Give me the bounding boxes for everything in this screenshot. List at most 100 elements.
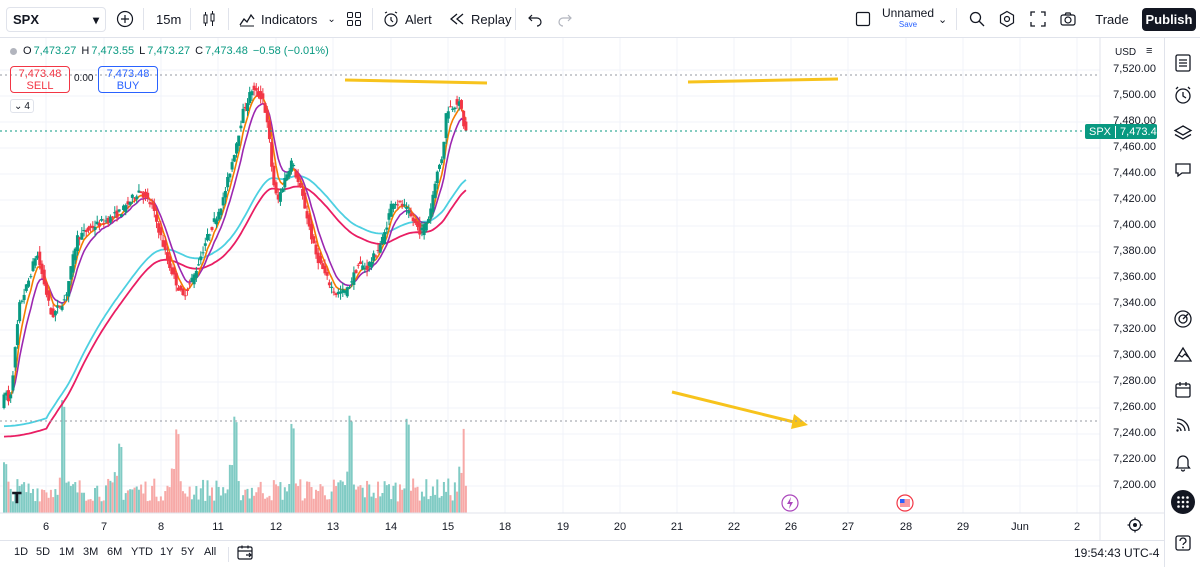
candle-body (181, 288, 185, 296)
settings-button[interactable] (998, 0, 1016, 38)
range-button-5d[interactable]: 5D (36, 546, 51, 558)
volume-bar (244, 489, 247, 513)
candle-body (270, 142, 274, 167)
range-button-ytd[interactable]: YTD (131, 546, 153, 558)
interval-button[interactable]: 15m (156, 0, 181, 38)
drawings[interactable] (344, 77, 839, 429)
timezone-clock[interactable]: 19:54:43 UTC-4 (1074, 546, 1160, 560)
layouts-button[interactable] (345, 0, 363, 38)
volume-bar (162, 500, 165, 513)
sell-button[interactable]: 7,473.48 SELL (10, 66, 70, 93)
snapshot-button[interactable] (1059, 0, 1077, 38)
currency-label[interactable]: USD (1115, 47, 1137, 58)
candle-body (248, 92, 252, 104)
ideas-button[interactable] (1172, 308, 1194, 330)
range-button-3m[interactable]: 3M (83, 546, 99, 558)
volume-bar (94, 488, 97, 513)
candle-body (281, 188, 285, 193)
redo-button[interactable] (556, 0, 574, 38)
volume-bar (179, 481, 182, 513)
add-symbol-button[interactable] (116, 0, 134, 38)
double-top-line-right[interactable] (687, 77, 839, 84)
volume-bar (129, 489, 132, 513)
price-axis-label: 7,500.00 (1113, 89, 1156, 101)
publish-button[interactable]: Publish (1142, 8, 1196, 31)
range-button-1d[interactable]: 1D (14, 546, 29, 558)
time-axis-label: 7 (100, 521, 108, 533)
candle-body (250, 91, 254, 96)
replay-button[interactable]: Replay (448, 0, 511, 38)
symbol-dropdown-icon[interactable]: ▾ (92, 13, 99, 27)
volume-bar (401, 489, 404, 513)
symbol-search[interactable]: SPX ▾ (6, 7, 106, 32)
currency-menu-icon[interactable]: ≡ (1146, 45, 1153, 57)
layout-checkbox[interactable] (854, 0, 872, 38)
price-chart[interactable] (0, 38, 1164, 540)
layout-dropdown[interactable]: ⌄ (938, 0, 947, 38)
time-axis-label: 8 (157, 521, 165, 533)
alert-button[interactable]: Alert (382, 0, 432, 38)
news-button[interactable] (1172, 414, 1194, 436)
undo-button[interactable] (526, 0, 544, 38)
watchlist-button[interactable] (1172, 52, 1194, 74)
candle-body (442, 141, 446, 159)
range-button-1y[interactable]: 1Y (160, 546, 174, 558)
volume-bar (414, 487, 417, 513)
indicators-icon (239, 13, 255, 27)
candle-body (18, 302, 22, 322)
trade-button[interactable]: Trade (1088, 8, 1136, 31)
double-top-line-left[interactable] (344, 78, 488, 85)
volume-bar (370, 496, 373, 513)
quick-search-button[interactable] (968, 0, 986, 38)
volume-bar (29, 493, 32, 513)
candle-body (80, 232, 84, 240)
range-button-6m[interactable]: 6M (107, 546, 123, 558)
volume-bar (168, 487, 171, 513)
moving-averages (3, 95, 467, 438)
volume-trend-arrow[interactable] (671, 390, 799, 425)
volume-bar (458, 466, 461, 513)
range-button-1m[interactable]: 1M (59, 546, 75, 558)
candle-body (133, 198, 137, 200)
volume-bar (303, 498, 306, 513)
alerts-button[interactable] (1172, 84, 1194, 106)
indicators-collapse-button[interactable]: ⌄ 4 (10, 99, 34, 113)
candle-body (416, 221, 420, 227)
fullscreen-button[interactable] (1029, 0, 1047, 38)
chats-button[interactable] (1172, 159, 1194, 181)
range-button-5y[interactable]: 5Y (181, 546, 195, 558)
price-axis-label: 7,460.00 (1113, 141, 1156, 153)
range-button-all[interactable]: All (204, 546, 217, 558)
indicators-button[interactable]: Indicators ⌄ (238, 0, 336, 38)
candle-body (298, 182, 302, 188)
volume-bar (352, 484, 355, 513)
volume-bar (142, 493, 145, 513)
volume-bar (56, 494, 59, 513)
buy-button[interactable]: 7,473.48 BUY (98, 66, 158, 93)
help-button[interactable] (1172, 532, 1194, 554)
volume-bar (344, 485, 347, 513)
layout-name: Unnamed (882, 6, 935, 20)
volume-bar (418, 500, 421, 513)
us-flag-event-icon[interactable] (896, 494, 914, 512)
object-tree-button[interactable] (1172, 122, 1194, 144)
calendar-button[interactable] (1172, 379, 1194, 401)
candle-body (6, 390, 10, 402)
undo-icon (528, 14, 542, 27)
volume-bar (328, 499, 331, 513)
volume-bar (122, 499, 125, 513)
notifications-button[interactable] (1172, 451, 1194, 473)
dividend-event-icon[interactable] (781, 494, 799, 512)
screener-button[interactable] (1172, 344, 1194, 366)
volume-bar (248, 498, 251, 513)
goto-realtime-icon[interactable] (1127, 517, 1143, 533)
candle-body (389, 203, 393, 217)
volume-bar (80, 492, 83, 513)
volume-bar (392, 485, 395, 513)
volume-bar (72, 484, 75, 513)
layout-name-button[interactable]: Unnamed Save (882, 0, 934, 38)
price-axis[interactable]: 7,520.00 7,500.00 7,480.00 7,460.00 7,440.00… (1100, 38, 1164, 540)
chart-type-button[interactable] (200, 0, 218, 38)
products-button[interactable] (1171, 490, 1195, 514)
date-range-button[interactable] (236, 544, 254, 567)
